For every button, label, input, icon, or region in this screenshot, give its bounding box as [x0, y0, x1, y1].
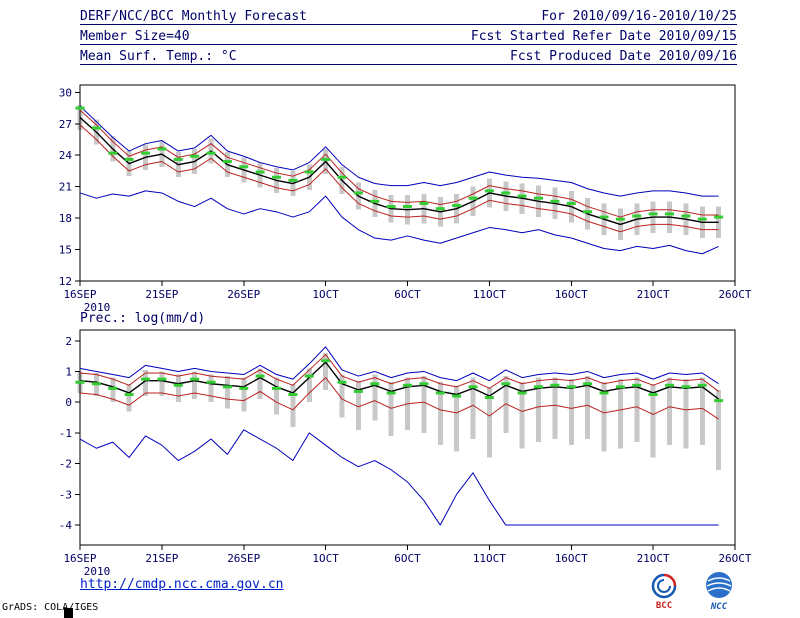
svg-text:18: 18 [59, 212, 72, 225]
svg-text:21OCT: 21OCT [637, 552, 670, 565]
svg-text:16OCT: 16OCT [555, 552, 588, 565]
svg-text:21OCT: 21OCT [637, 288, 670, 301]
svg-text:27: 27 [59, 118, 72, 131]
svg-text:26SEP: 26SEP [227, 552, 260, 565]
svg-text:11OCT: 11OCT [473, 552, 506, 565]
series-mean-plus-spread [79, 109, 719, 218]
header-member-size: Member Size=40 [80, 29, 190, 44]
header-row-2: Member Size=40 Fcst Started Refer Date 2… [80, 25, 737, 45]
svg-text:-4: -4 [59, 519, 73, 532]
ncc-logo-text: NCC [710, 602, 728, 612]
y-axis: 12 15 18 21 24 27 30 [59, 86, 80, 288]
series-ensemble-mean [79, 116, 719, 226]
svg-text:26SEP: 26SEP [227, 288, 260, 301]
svg-text:2010: 2010 [84, 301, 111, 314]
svg-text:26OCT: 26OCT [718, 288, 751, 301]
svg-text:30: 30 [59, 86, 72, 99]
svg-text:0: 0 [65, 396, 72, 409]
svg-text:-3: -3 [59, 488, 72, 501]
svg-text:12: 12 [59, 275, 72, 288]
svg-text:-1: -1 [59, 427, 72, 440]
bcc-logo-red-arc [663, 573, 677, 587]
svg-text:1: 1 [65, 365, 72, 378]
svg-text:6OCT: 6OCT [394, 552, 421, 565]
source-url-link[interactable]: http://cmdp.ncc.cma.gov.cn [80, 577, 284, 592]
series-mean-plus-spread [79, 354, 719, 392]
series-ensemble-max [79, 346, 719, 385]
header: DERF/NCC/BCC Monthly Forecast For 2010/0… [80, 5, 737, 65]
series-observation-climatology [75, 106, 724, 221]
ncc-logo: NCC [706, 572, 732, 612]
svg-text:2: 2 [65, 335, 72, 348]
header-produced-date: Fcst Produced Date 2010/09/16 [510, 49, 737, 64]
svg-text:16SEP: 16SEP [63, 288, 96, 301]
bcc-logo-swirl [657, 579, 671, 593]
ncc-logo-stripe [707, 587, 731, 592]
series-ensemble-min [79, 190, 719, 255]
svg-text:-2: -2 [59, 458, 72, 471]
bcc-logo-blue-arc [651, 573, 677, 599]
x-axis: 16SEP 21SEP 26SEP 1OCT 6OCT 11OCT 16OCT 21OCT 26… [63, 281, 752, 314]
svg-text:15: 15 [59, 244, 72, 257]
header-refer-date: Fcst Started Refer Date 2010/09/15 [470, 29, 737, 44]
header-row-3: Mean Surf. Temp.: °C Fcst Produced Date … [80, 45, 737, 65]
series-mean-minus-spread [79, 377, 719, 420]
cursor-artifact [64, 608, 73, 618]
header-forecast-range: For 2010/09/16-2010/10/25 [541, 9, 737, 24]
svg-text:6OCT: 6OCT [394, 288, 421, 301]
svg-text:16OCT: 16OCT [555, 288, 588, 301]
svg-text:21SEP: 21SEP [145, 288, 178, 301]
precip-axis-title: Prec.: log(mm/d) [80, 311, 206, 326]
svg-text:24: 24 [59, 149, 73, 162]
temperature-panel: 12 15 18 21 24 27 30 16SEP 21SEP 26SEP 1OCT 6OCT 11O… [59, 84, 752, 314]
header-title: DERF/NCC/BCC Monthly Forecast [80, 9, 307, 24]
header-row-1: DERF/NCC/BCC Monthly Forecast For 2010/0… [80, 5, 737, 25]
series-observation-climatology [75, 359, 724, 403]
grads-credit: GrADS: COLA/IGES [2, 602, 99, 613]
series-ensemble-min [79, 429, 719, 526]
series-ensemble-max [79, 105, 719, 197]
y-axis: -4 -3 -2 -1 0 1 2 [59, 335, 80, 532]
x-axis: 16SEP 21SEP 26SEP 1OCT 6OCT 11OCT 16OCT 21OCT 26… [63, 545, 752, 578]
ncc-logo-stripe [706, 582, 732, 587]
svg-text:21SEP: 21SEP [145, 552, 178, 565]
svg-text:21: 21 [59, 181, 72, 194]
svg-text:16SEP: 16SEP [63, 552, 96, 565]
svg-text:26OCT: 26OCT [718, 552, 751, 565]
svg-text:2010: 2010 [84, 565, 111, 578]
svg-text:1OCT: 1OCT [312, 552, 339, 565]
svg-text:1OCT: 1OCT [312, 288, 339, 301]
bcc-logo: BCC [651, 573, 677, 611]
ncc-logo-stripe [707, 577, 731, 582]
header-variable-label: Mean Surf. Temp.: °C [80, 49, 237, 64]
bcc-logo-text: BCC [656, 601, 672, 611]
series-ensemble-mean [79, 361, 720, 400]
series-mean-minus-spread [79, 124, 719, 233]
plot-frame [79, 84, 736, 282]
svg-text:11OCT: 11OCT [473, 288, 506, 301]
